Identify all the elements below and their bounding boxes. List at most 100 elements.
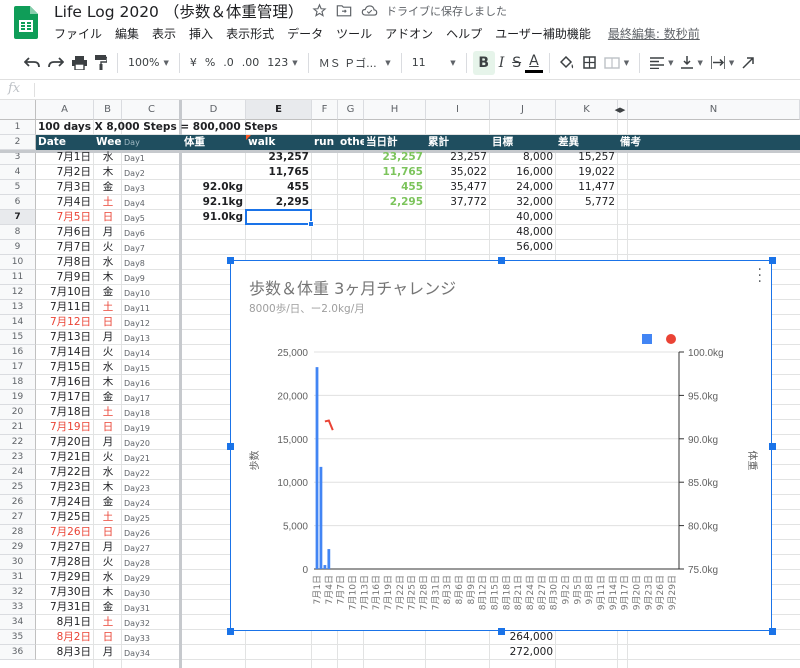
- header-run[interactable]: run: [314, 136, 335, 148]
- day-number-cell[interactable]: Day5: [124, 214, 145, 223]
- date-cell[interactable]: 7月18日: [49, 406, 91, 418]
- day-number-cell[interactable]: Day34: [124, 649, 150, 658]
- row-header[interactable]: 30: [0, 555, 36, 570]
- weekday-cell[interactable]: 月: [102, 541, 114, 553]
- move-to-folder-icon[interactable]: [336, 3, 352, 18]
- weekday-cell[interactable]: 木: [102, 271, 114, 283]
- day-number-cell[interactable]: Day9: [124, 274, 145, 283]
- percent-format-button[interactable]: %: [204, 56, 216, 69]
- weekday-cell[interactable]: 日: [102, 211, 114, 223]
- row-header[interactable]: 25: [0, 480, 36, 495]
- weekday-cell[interactable]: 金: [102, 496, 114, 508]
- column-header[interactable]: H: [364, 100, 426, 120]
- day-number-cell[interactable]: Day17: [124, 394, 150, 403]
- day-number-cell[interactable]: Day33: [124, 634, 150, 643]
- column-header[interactable]: A: [36, 100, 94, 120]
- day-number-cell[interactable]: Day25: [124, 514, 150, 523]
- date-cell[interactable]: 7月13日: [49, 331, 91, 343]
- row-header[interactable]: 35: [0, 630, 36, 645]
- zoom-select[interactable]: 100% ▼: [128, 56, 169, 69]
- date-cell[interactable]: 7月10日: [49, 286, 91, 298]
- date-cell[interactable]: 7月9日: [56, 271, 91, 283]
- currency-format-button[interactable]: ¥: [189, 56, 197, 69]
- menu-edit[interactable]: 編集: [115, 27, 140, 41]
- weekday-cell[interactable]: 水: [102, 466, 114, 478]
- row-header[interactable]: 11: [0, 270, 36, 285]
- row-header[interactable]: 20: [0, 405, 36, 420]
- date-cell[interactable]: 7月19日: [49, 421, 91, 433]
- difference-cell[interactable]: 19,022: [578, 166, 615, 178]
- arrows-icon[interactable]: ◀▶: [614, 106, 626, 114]
- day-number-cell[interactable]: Day13: [124, 334, 150, 343]
- column-header[interactable]: E: [246, 100, 312, 120]
- header-day[interactable]: Day: [124, 138, 140, 147]
- date-cell[interactable]: 7月12日: [49, 316, 91, 328]
- weekday-cell[interactable]: 金: [102, 391, 114, 403]
- date-cell[interactable]: 7月14日: [49, 346, 91, 358]
- chart[interactable]: 歩数＆体重 3ヶ月チャレンジ 8000歩/日、ー2.0kg/月 · · · 25,0…: [227, 257, 776, 635]
- row-header[interactable]: 6: [0, 195, 36, 210]
- last-edit-link[interactable]: 最終編集: 数秒前: [607, 27, 700, 41]
- row-header[interactable]: 7: [0, 210, 36, 225]
- day-number-cell[interactable]: Day22: [124, 469, 150, 478]
- day-number-cell[interactable]: Day30: [124, 589, 150, 598]
- menu-help[interactable]: ヘルプ: [446, 27, 483, 41]
- date-cell[interactable]: 8月3日: [56, 646, 91, 658]
- day-number-cell[interactable]: Day16: [124, 379, 150, 388]
- row-header[interactable]: 34: [0, 615, 36, 630]
- row-header[interactable]: 3: [0, 150, 36, 165]
- row-header[interactable]: 4: [0, 165, 36, 180]
- row-header[interactable]: 10: [0, 255, 36, 270]
- day-number-cell[interactable]: Day28: [124, 559, 150, 568]
- fill-color-icon[interactable]: [556, 51, 579, 75]
- row-header[interactable]: 21: [0, 420, 36, 435]
- resize-handle[interactable]: [227, 442, 234, 450]
- day-number-cell[interactable]: Day1: [124, 154, 145, 163]
- column-header[interactable]: B: [94, 100, 122, 120]
- difference-cell[interactable]: 5,772: [584, 196, 615, 208]
- row-header[interactable]: 17: [0, 360, 36, 375]
- row-header[interactable]: 36: [0, 645, 36, 660]
- date-cell[interactable]: 7月11日: [49, 301, 91, 313]
- row-header[interactable]: 33: [0, 600, 36, 615]
- day-number-cell[interactable]: Day11: [124, 304, 150, 313]
- row-header[interactable]: 24: [0, 465, 36, 480]
- header-cumulative[interactable]: 累計: [428, 136, 449, 148]
- cloud-saved-icon[interactable]: [361, 3, 378, 18]
- day-number-cell[interactable]: Day15: [124, 364, 150, 373]
- weekday-cell[interactable]: 水: [102, 361, 114, 373]
- row-header[interactable]: 31: [0, 570, 36, 585]
- text-wrapping-icon[interactable]: ▼: [707, 51, 738, 75]
- column-header[interactable]: G: [338, 100, 364, 120]
- goal-cell[interactable]: 16,000: [516, 166, 553, 178]
- vertical-align-icon[interactable]: ▼: [677, 51, 706, 75]
- header-walk[interactable]: walk: [248, 136, 276, 148]
- weight-cell[interactable]: 91.0kg: [202, 211, 243, 223]
- redo-icon[interactable]: [44, 51, 68, 75]
- weekday-cell[interactable]: 土: [102, 511, 114, 523]
- row-header[interactable]: 26: [0, 495, 36, 510]
- day-number-cell[interactable]: Day10: [124, 289, 150, 298]
- weight-cell[interactable]: 92.1kg: [202, 196, 243, 208]
- column-header[interactable]: C: [122, 100, 182, 120]
- select-all-corner[interactable]: [0, 100, 36, 120]
- menu-tools[interactable]: ツール: [336, 27, 373, 41]
- date-cell[interactable]: 7月20日: [49, 436, 91, 448]
- date-cell[interactable]: 7月17日: [49, 391, 91, 403]
- day-number-cell[interactable]: Day20: [124, 439, 150, 448]
- row-header[interactable]: 19: [0, 390, 36, 405]
- star-icon[interactable]: [312, 3, 327, 18]
- daily-total-cell[interactable]: 455: [401, 181, 423, 193]
- column-header[interactable]: F: [312, 100, 338, 120]
- row-header[interactable]: 32: [0, 585, 36, 600]
- resize-handle[interactable]: [498, 628, 505, 635]
- frozen-column-divider[interactable]: [179, 100, 182, 668]
- goal-cell[interactable]: 272,000: [509, 646, 553, 658]
- date-cell[interactable]: 7月7日: [56, 241, 91, 253]
- date-cell[interactable]: 7月1日: [56, 151, 91, 163]
- weekday-cell[interactable]: 火: [102, 241, 114, 253]
- header-weight[interactable]: 体重: [184, 136, 205, 148]
- column-header[interactable]: [618, 100, 628, 120]
- day-number-cell[interactable]: Day8: [124, 259, 145, 268]
- weekday-cell[interactable]: 月: [102, 331, 114, 343]
